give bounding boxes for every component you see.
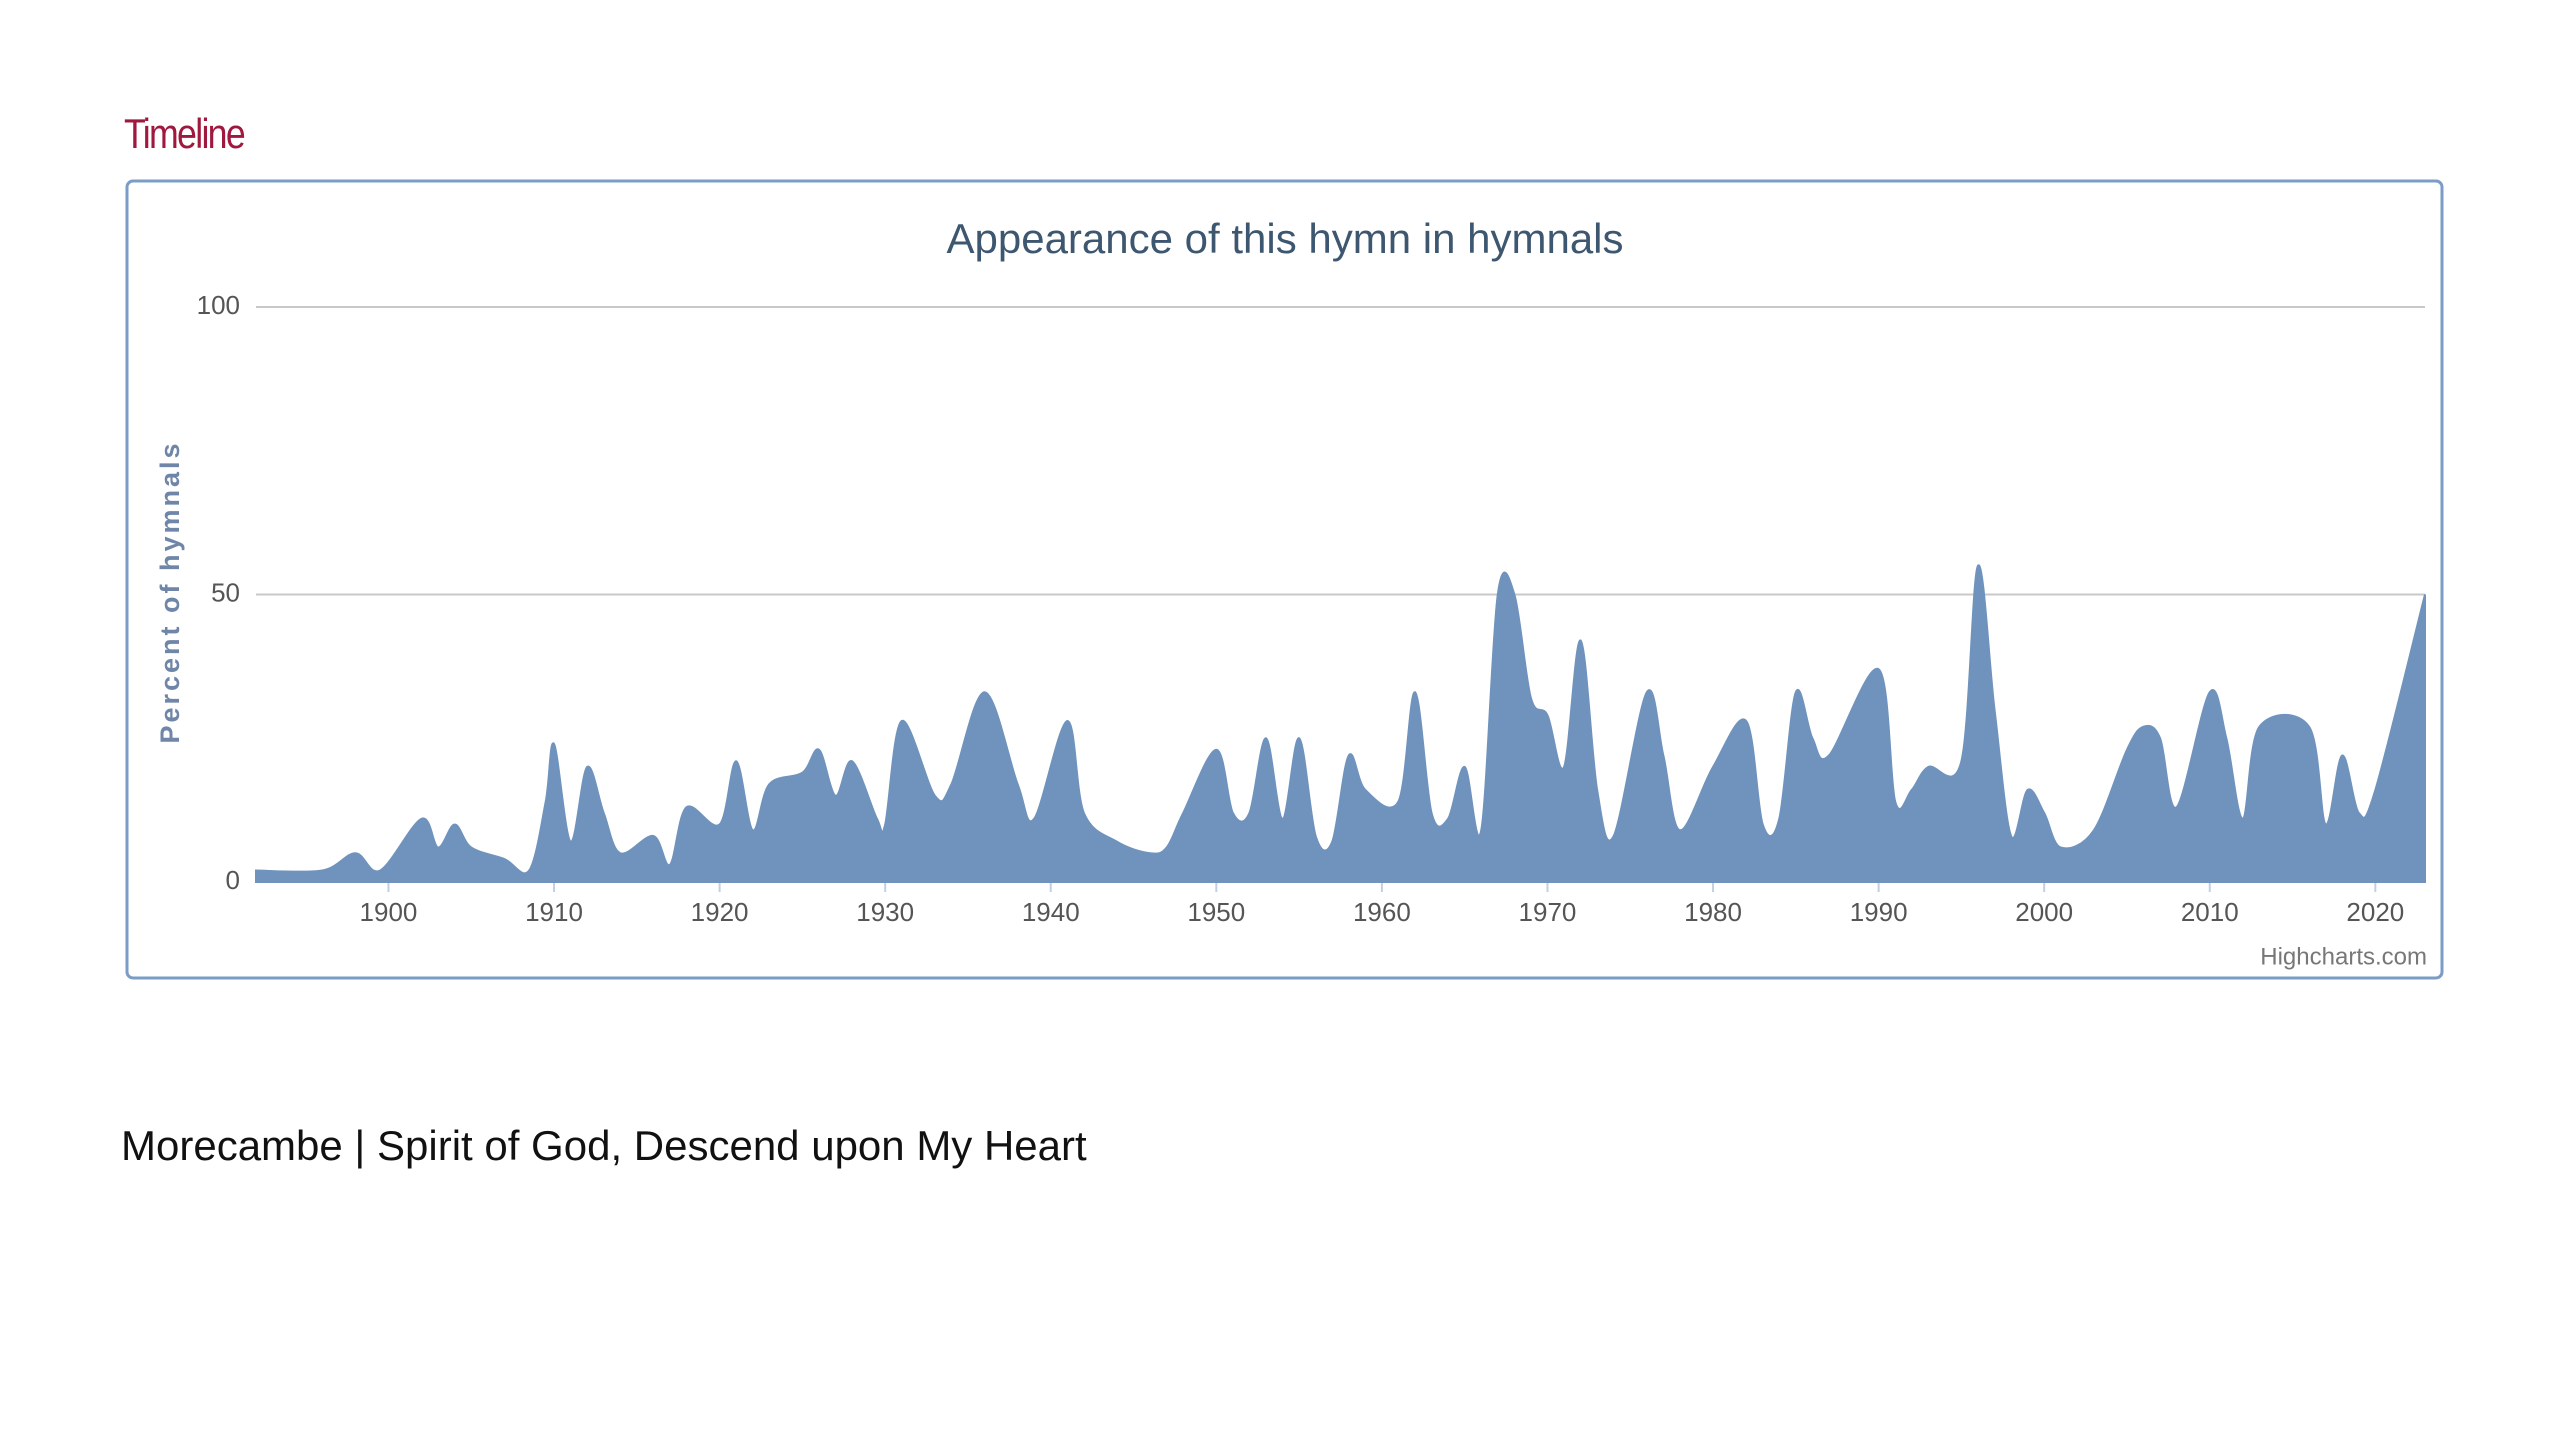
area — [255, 564, 2426, 883]
x-tick-label: 2000 — [2015, 897, 2073, 927]
y-tick-label: 50 — [211, 577, 240, 607]
x-tick-label: 1940 — [1022, 897, 1080, 927]
x-tick-label: 2020 — [2346, 897, 2404, 927]
x-tick-label: 1930 — [856, 897, 914, 927]
section-heading: Timeline — [124, 110, 246, 157]
credit: Highcharts.com — [2260, 943, 2427, 970]
x-tick-label: 1970 — [1519, 897, 1577, 927]
x-tick-label: 2010 — [2181, 897, 2239, 927]
caption: Morecambe | Spirit of God, Descend upon … — [121, 1122, 1087, 1169]
y-tick-label: 100 — [197, 290, 240, 320]
y-tick-label: 0 — [226, 865, 240, 895]
x-tick-label: 1960 — [1353, 897, 1411, 927]
x-tick-label: 1900 — [360, 897, 418, 927]
chart-title: Appearance of this hymn in hymnals — [946, 215, 1623, 262]
x-tick-label: 1990 — [1850, 897, 1908, 927]
x-tick-label: 1950 — [1187, 897, 1245, 927]
x-tick-label: 1980 — [1684, 897, 1742, 927]
x-tick-label: 1910 — [525, 897, 583, 927]
chart: Appearance of this hymn in hymnals Perce… — [125, 179, 2444, 980]
y-axis-label: Percent of hymnals — [155, 440, 185, 743]
x-tick-label: 1920 — [691, 897, 749, 927]
